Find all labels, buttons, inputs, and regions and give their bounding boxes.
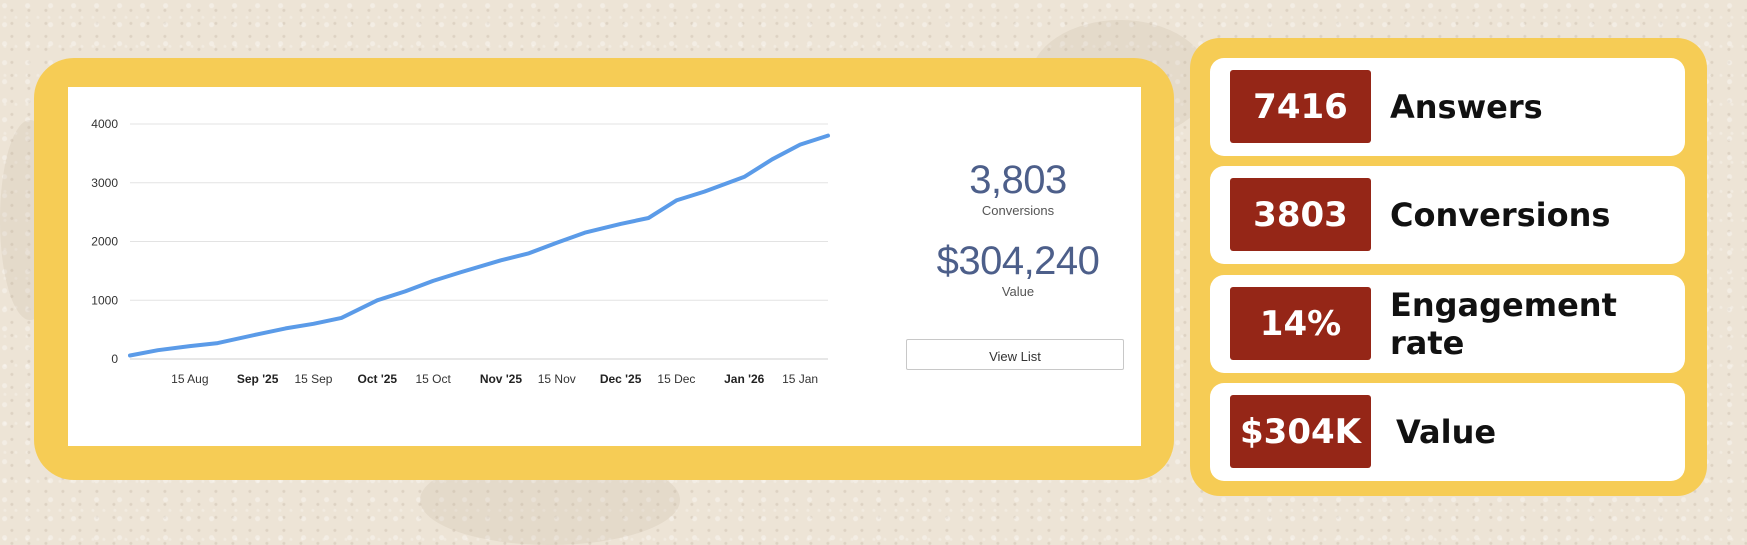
x-tick-label: Nov '25 [480,372,523,386]
data-point [432,280,434,282]
x-tick-label: Jan '26 [724,372,765,386]
conversions-line [128,133,830,358]
stat-badge: 3803 [1230,178,1371,251]
y-tick-label: 4000 [91,117,118,131]
line-chart: 0 1000 2000 3000 4000 15 Aug Sep '25 15 Sep Oct … [91,117,830,386]
stats-panel: 7416 Answers 3803 Conversions 14% Engage… [1190,38,1707,496]
data-point [675,199,677,201]
x-tick-label: 15 Jan [782,372,818,386]
x-tick-label: Sep '25 [237,372,279,386]
chart-card: 0 1000 2000 3000 4000 15 Aug Sep '25 15 Sep Oct … [68,87,1141,446]
data-point [743,176,745,178]
data-point [528,252,530,254]
data-point [460,271,462,273]
value-label: Value [1001,284,1035,299]
stat-row-value: $304K Value [1210,383,1685,481]
data-point [189,345,191,347]
stat-row-answers: 7416 Answers [1210,58,1685,156]
data-point [404,290,406,292]
stat-label: Engagement rate [1390,286,1617,362]
stat-badge: $304K [1230,395,1371,468]
data-point [556,242,558,244]
data-point [799,144,801,146]
data-point [648,217,650,219]
data-point [312,323,314,325]
stat-row-conversions: 3803 Conversions [1210,166,1685,264]
data-point [771,158,773,160]
data-point [340,317,342,319]
data-point [157,349,159,351]
data-point [257,333,259,335]
data-point [500,259,502,261]
data-point [217,342,219,344]
y-tick-label: 3000 [91,176,118,190]
value-total: $304,240 [936,239,1100,283]
data-point [703,191,705,193]
stat-label: Conversions [1390,196,1611,234]
data-point [376,299,378,301]
chart-panel: 0 1000 2000 3000 4000 15 Aug Sep '25 15 Sep Oct … [34,58,1174,480]
x-tick-label: Oct '25 [358,372,398,386]
x-tick-label: 15 Aug [171,372,208,386]
stat-label: Answers [1390,88,1543,126]
conversions-total: 3,803 [969,158,1067,202]
stat-label: Value [1396,413,1497,451]
data-point [584,232,586,234]
view-list-button[interactable]: View List [906,339,1124,370]
data-point [620,223,622,225]
x-tick-label: Dec '25 [600,372,642,386]
y-tick-label: 0 [111,352,118,366]
y-tick-label: 2000 [91,235,118,249]
x-tick-label: 15 Nov [538,372,576,386]
stat-row-engagement-rate: 14% Engagement rate [1210,275,1685,373]
y-tick-label: 1000 [91,293,118,307]
x-tick-label: 15 Oct [415,372,451,386]
x-tick-label: 15 Dec [657,372,695,386]
stat-badge: 7416 [1230,70,1371,143]
x-tick-label: 15 Sep [294,372,332,386]
conversion-summary: 3,803 Conversions $304,240 Value [906,157,1130,299]
conversions-label: Conversions [981,203,1055,218]
data-point [129,354,131,356]
data-point [285,327,287,329]
data-point [827,135,829,137]
stat-badge: 14% [1230,287,1371,360]
